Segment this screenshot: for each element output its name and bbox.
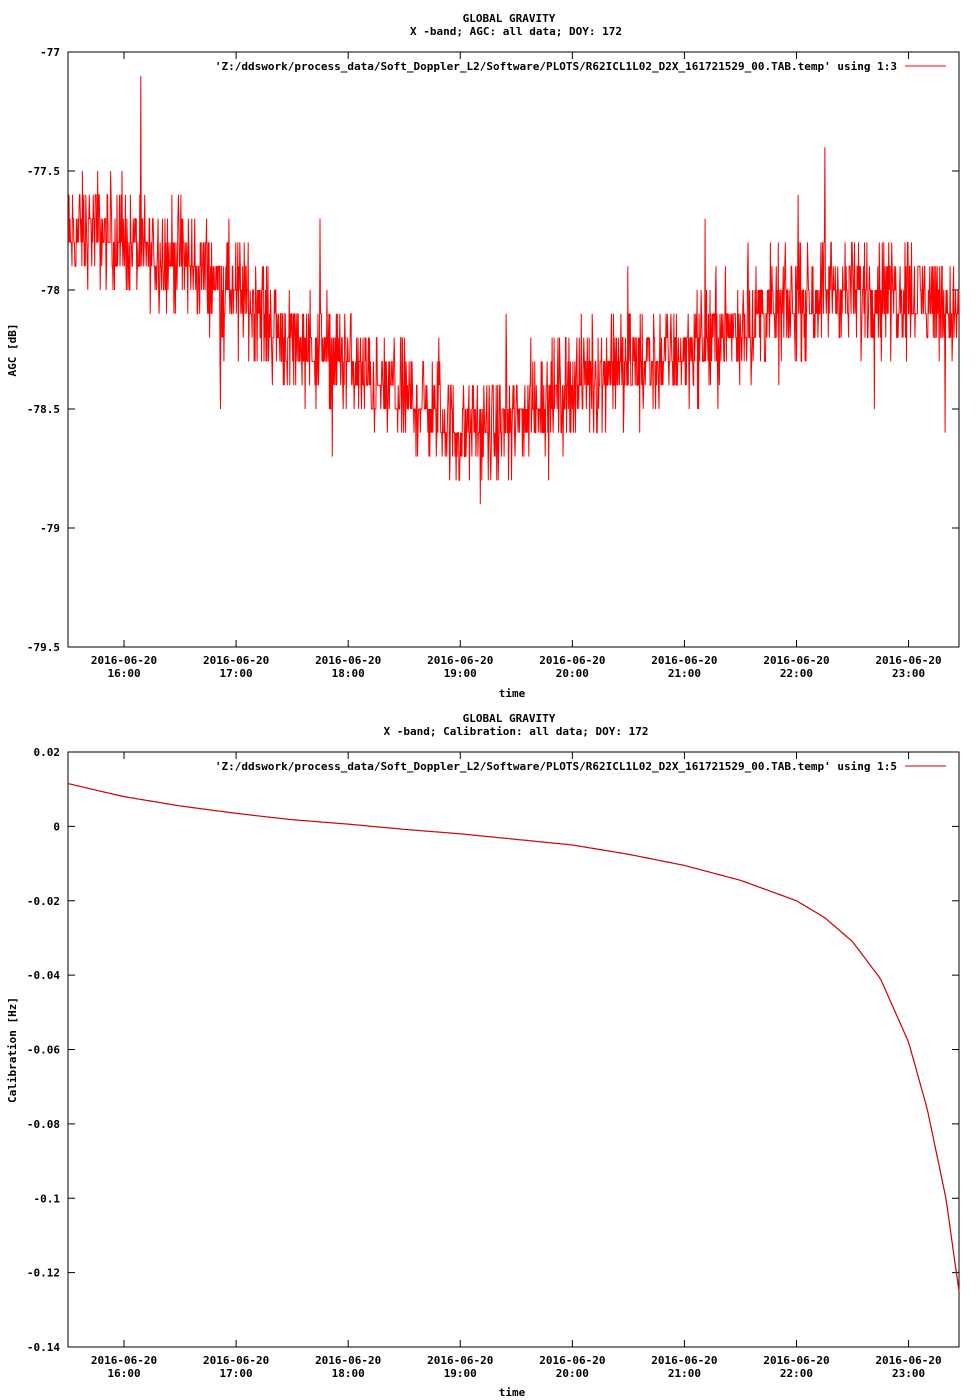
agc-x-tick-date: 2016-06-20: [91, 654, 157, 667]
calibration-x-axis-label: time: [499, 1386, 526, 1399]
agc-chart: GLOBAL GRAVITY X -band; AGC: all data; D…: [6, 12, 960, 700]
calibration-x-tick-time: 18:00: [332, 1367, 365, 1380]
agc-chart-subtitle: X -band; AGC: all data; DOY: 172: [410, 25, 622, 38]
agc-plot-frame: [67, 51, 960, 648]
calibration-x-tick-time: 23:00: [892, 1367, 925, 1380]
calibration-x-tick-date: 2016-06-20: [651, 1354, 717, 1367]
calibration-y-tick-label: -0.06: [27, 1044, 60, 1057]
calibration-y-tick-label: -0.04: [27, 969, 60, 982]
agc-x-tick-time: 21:00: [668, 667, 701, 680]
calibration-x-tick-time: 16:00: [107, 1367, 140, 1380]
agc-x-tick-time: 22:00: [780, 667, 813, 680]
calibration-x-tick-date: 2016-06-20: [539, 1354, 605, 1367]
agc-x-axis-label: time: [499, 687, 526, 700]
agc-y-axis: -77 -77.5 -78 -78.5 -79 -79.5: [27, 46, 959, 654]
calibration-y-axis: 0.02 0 -0.02 -0.04 -0.06 -0.08 -0.1 -0.12 -0.14: [27, 746, 959, 1354]
agc-x-tick-time: 23:00: [892, 667, 925, 680]
agc-y-tick-label: -79.5: [27, 641, 60, 654]
calibration-x-tick-time: 20:00: [556, 1367, 589, 1380]
calibration-series-line: [67, 783, 960, 1292]
calibration-y-tick-label: -0.14: [27, 1341, 60, 1354]
calibration-x-tick-date: 2016-06-20: [315, 1354, 381, 1367]
calibration-y-tick-label: -0.1: [34, 1192, 61, 1205]
calibration-y-tick-label: 0.02: [34, 746, 61, 759]
calibration-x-tick-time: 21:00: [668, 1367, 701, 1380]
calibration-x-tick-time: 19:00: [444, 1367, 477, 1380]
agc-x-tick-time: 16:00: [107, 667, 140, 680]
calibration-x-axis: 2016-06-2016:002016-06-2017:002016-06-20…: [91, 752, 942, 1380]
calibration-x-tick-date: 2016-06-20: [427, 1354, 493, 1367]
calibration-y-tick-label: 0: [53, 820, 60, 833]
calibration-y-tick-label: -0.08: [27, 1118, 60, 1131]
calibration-legend-label: 'Z:/ddswork/process_data/Soft_Doppler_L2…: [215, 760, 897, 773]
calibration-x-tick-date: 2016-06-20: [875, 1354, 941, 1367]
calibration-x-tick-date: 2016-06-20: [91, 1354, 157, 1367]
agc-x-tick-date: 2016-06-20: [875, 654, 941, 667]
calibration-x-tick-date: 2016-06-20: [763, 1354, 829, 1367]
calibration-x-tick-date: 2016-06-20: [203, 1354, 269, 1367]
calibration-y-axis-label: Calibration [Hz]: [6, 997, 19, 1103]
agc-x-tick-time: 20:00: [556, 667, 589, 680]
calibration-chart-title: GLOBAL GRAVITY: [463, 712, 556, 725]
calibration-chart: GLOBAL GRAVITY X -band; Calibration: all…: [6, 712, 960, 1399]
agc-x-tick-date: 2016-06-20: [427, 654, 493, 667]
agc-x-axis: 2016-06-2016:002016-06-2017:002016-06-20…: [91, 52, 942, 680]
agc-x-tick-date: 2016-06-20: [539, 654, 605, 667]
agc-y-tick-label: -79: [40, 522, 60, 535]
agc-x-tick-time: 19:00: [444, 667, 477, 680]
agc-y-tick-label: -77.5: [27, 165, 60, 178]
calibration-y-tick-label: -0.02: [27, 895, 60, 908]
agc-series-line: [68, 75, 960, 505]
agc-y-tick-label: -78: [40, 284, 60, 297]
agc-y-tick-label: -78.5: [27, 403, 60, 416]
agc-x-tick-date: 2016-06-20: [203, 654, 269, 667]
agc-y-tick-label: -77: [40, 46, 60, 59]
calibration-x-tick-time: 17:00: [220, 1367, 253, 1380]
agc-x-tick-time: 17:00: [220, 667, 253, 680]
calibration-y-tick-label: -0.12: [27, 1267, 60, 1280]
agc-x-tick-time: 18:00: [332, 667, 365, 680]
calibration-x-tick-time: 22:00: [780, 1367, 813, 1380]
agc-x-tick-date: 2016-06-20: [315, 654, 381, 667]
agc-chart-title: GLOBAL GRAVITY: [463, 12, 556, 25]
agc-x-tick-date: 2016-06-20: [651, 654, 717, 667]
agc-x-tick-date: 2016-06-20: [763, 654, 829, 667]
calibration-chart-subtitle: X -band; Calibration: all data; DOY: 172: [384, 725, 649, 738]
agc-y-axis-label: AGC [dB]: [6, 324, 19, 377]
agc-legend-label: 'Z:/ddswork/process_data/Soft_Doppler_L2…: [215, 60, 897, 73]
